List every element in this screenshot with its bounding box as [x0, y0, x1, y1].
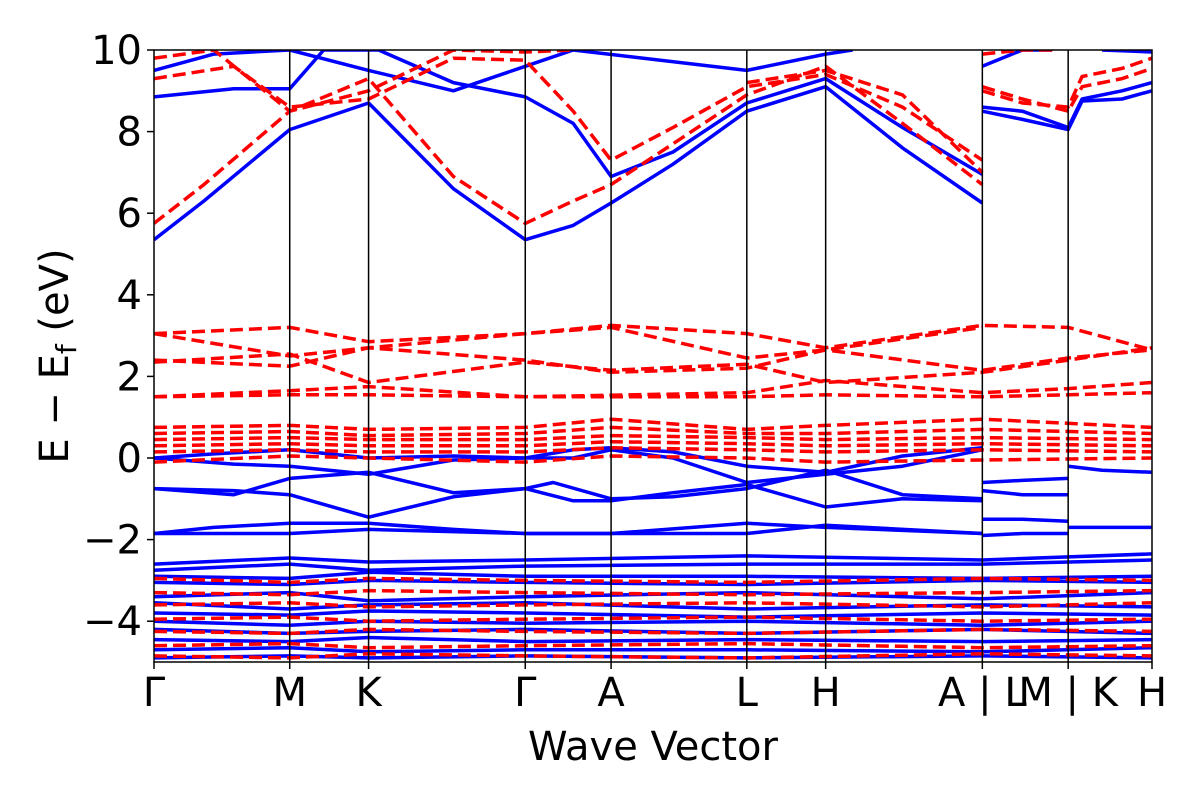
y-tick-label: 4: [117, 273, 142, 319]
x-ticks: Γ M K Γ A L H A | LM | K H: [143, 662, 1167, 716]
x-tick-label: K: [355, 670, 383, 716]
solid-band-line: [982, 517, 1069, 523]
y-tick-label: 0: [117, 436, 142, 482]
solid-band-line: [981, 50, 1053, 68]
dashed-band-line: [154, 56, 984, 162]
x-tick-label: Γ: [514, 670, 537, 716]
dashed-band-line: [154, 425, 1152, 438]
dashed-band-line: [154, 454, 1152, 464]
solid-band-line: [982, 488, 1069, 497]
y-tick-label: −4: [83, 599, 142, 645]
dashed-band-line: [154, 346, 1152, 385]
dashed-band-line: [154, 323, 1152, 352]
dashed-band-line: [981, 56, 1152, 109]
dashed-band-line: [154, 378, 1152, 399]
y-tick-label: −2: [83, 518, 142, 564]
x-tick-label: H: [811, 670, 841, 716]
y-axis-label: E − Ef (eV): [32, 248, 83, 463]
solid-band-line: [154, 50, 853, 93]
x-tick-label: Γ: [143, 670, 166, 716]
x-tick-label: L: [736, 670, 759, 716]
x-tick-label: H: [1137, 670, 1167, 716]
plot-frame: [153, 49, 1153, 663]
x-tick-label: A | L: [938, 670, 1027, 716]
dashed-band-line: [981, 66, 1152, 113]
dashed-band-line: [154, 433, 1152, 442]
solid-band-line: [982, 80, 1152, 130]
bands-layer: [154, 50, 1152, 660]
dashed-band-line: [746, 68, 984, 174]
solid-band-line: [154, 84, 984, 242]
y-ticks: 10 8 6 4 2 0 −2 −4: [83, 28, 154, 645]
x-tick-label: A: [597, 670, 625, 716]
solid-band-line: [982, 476, 1069, 485]
dashed-band-line: [154, 346, 1152, 375]
solid-band-line: [154, 50, 984, 179]
dashed-band-line: [154, 439, 1152, 448]
solid-band-line: [154, 482, 983, 519]
y-tick-label: 10: [91, 28, 142, 74]
kpoint-lines: [288, 50, 1069, 662]
solid-band-line: [1067, 464, 1152, 475]
y-tick-label: 2: [117, 354, 142, 400]
solid-band-line: [154, 609, 1152, 619]
x-tick-label: M | K: [1018, 670, 1119, 716]
x-tick-label: M: [272, 670, 307, 716]
y-tick-label: 8: [117, 110, 142, 156]
y-tick-label: 6: [117, 191, 142, 237]
dashed-band-line: [154, 325, 983, 360]
solid-band-line: [154, 635, 1152, 644]
x-axis-label: Wave Vector: [528, 724, 779, 770]
solid-band-line: [154, 558, 1152, 572]
solid-band-line: [982, 531, 1069, 538]
